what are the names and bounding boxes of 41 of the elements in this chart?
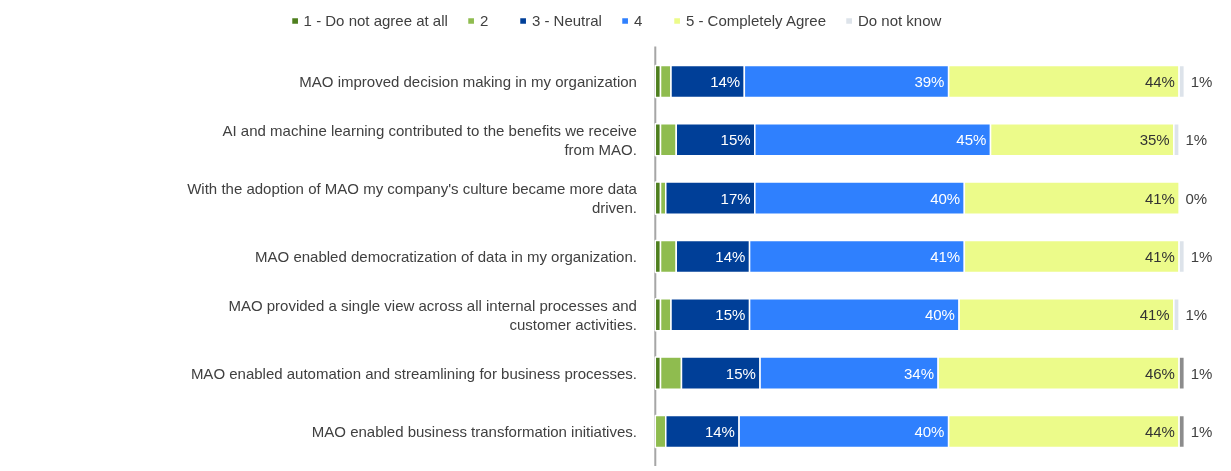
data-label: 41% <box>930 247 961 265</box>
data-label: 14% <box>704 422 735 440</box>
data-label: 17% <box>720 189 751 207</box>
y-tick-label: MAO provided a single view across all internal processes and customer activities. <box>228 296 637 333</box>
data-label: 39% <box>914 72 945 90</box>
data-label: 15% <box>720 131 751 149</box>
data-label: 46% <box>1144 364 1175 382</box>
data-label: 41% <box>1144 189 1175 207</box>
data-label: 34% <box>903 364 934 382</box>
legend-label: Do not know <box>857 12 942 29</box>
y-tick-label: MAO enabled business transformation initiatives. <box>311 422 637 440</box>
legend-label: 4 <box>633 12 644 29</box>
y-tick-label: With the adoption of MAO my company's culture became more data driven. <box>187 180 638 216</box>
data-label: 40% <box>924 306 955 324</box>
data-label: 1% <box>1185 306 1208 324</box>
legend-label: 3 - Neutral <box>531 12 602 29</box>
data-label: 41% <box>1144 247 1175 265</box>
data-label: 44% <box>1144 72 1175 90</box>
data-label: 1% <box>1185 131 1208 149</box>
data-label: 14% <box>710 72 741 90</box>
y-tick-label: MAO improved decision making in my organization <box>299 72 637 90</box>
data-label: 1% <box>1190 247 1213 265</box>
data-label: 15% <box>725 364 756 382</box>
y-tick-label: MAO enabled democratization of data in my organization. <box>255 247 637 265</box>
data-label: 1% <box>1190 422 1213 440</box>
legend-label: 1 - Do not agree at all <box>303 12 448 29</box>
data-label: 14% <box>715 247 746 265</box>
legend-label: 5 - Completely Agree <box>685 12 826 29</box>
data-label: 45% <box>956 131 987 149</box>
legend-label: 2 <box>479 12 490 29</box>
data-label: 44% <box>1144 422 1175 440</box>
y-tick-label: AI and machine learning contributed to the benefits we receive from MAO. <box>222 121 637 158</box>
data-label: 40% <box>930 189 961 207</box>
data-label: 35% <box>1139 131 1170 149</box>
data-label: 0% <box>1185 189 1208 207</box>
data-label: 41% <box>1139 306 1170 324</box>
data-label: 40% <box>914 422 945 440</box>
data-label: 1% <box>1190 72 1213 90</box>
data-label: 15% <box>715 306 746 324</box>
data-label: 1% <box>1190 364 1213 382</box>
y-tick-label: MAO enabled automation and streamlining for business processes. <box>190 364 637 382</box>
